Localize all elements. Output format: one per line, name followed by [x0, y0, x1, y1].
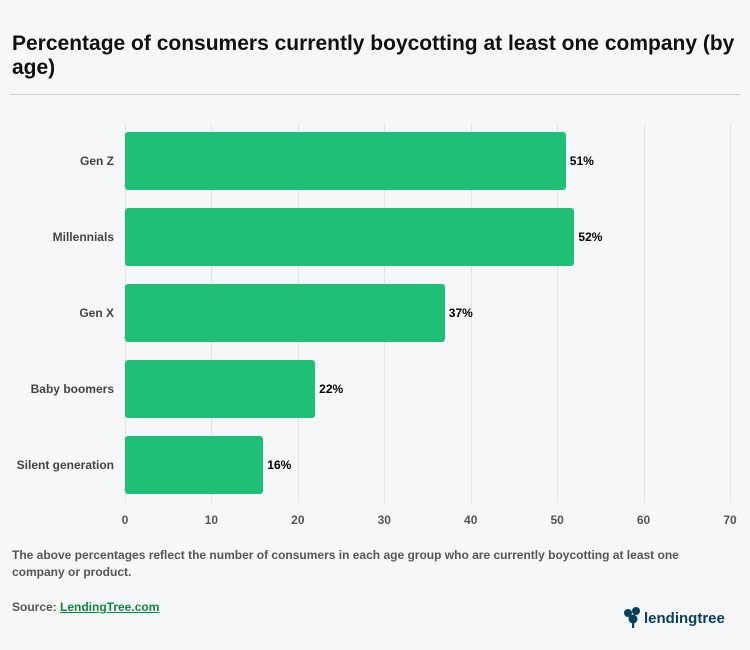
bar: [125, 360, 315, 418]
x-axis-label: 70: [723, 513, 736, 527]
bar-row: 22%: [125, 360, 730, 418]
x-axis-label: 30: [378, 513, 391, 527]
y-axis-label: Silent generation: [10, 458, 120, 472]
brand-logo: lendingtree: [622, 605, 732, 636]
x-axis-label: 50: [550, 513, 563, 527]
x-axis-label: 10: [205, 513, 218, 527]
chart-title: Percentage of consumers currently boycot…: [12, 32, 740, 80]
bar: [125, 132, 566, 190]
y-axis-label: Gen X: [10, 306, 120, 320]
y-axis-label: Baby boomers: [10, 382, 120, 396]
bar-value-label: 22%: [319, 382, 343, 396]
x-axis-label: 0: [122, 513, 129, 527]
bar: [125, 436, 263, 494]
bar-value-label: 37%: [449, 306, 473, 320]
bar-value-label: 16%: [267, 458, 291, 472]
x-axis-label: 40: [464, 513, 477, 527]
gridline: [730, 123, 731, 503]
source-link[interactable]: LendingTree.com: [60, 600, 159, 614]
bar-row: 37%: [125, 284, 730, 342]
bar: [125, 208, 574, 266]
title-divider: [10, 94, 740, 95]
logo-text: lendingtree: [644, 610, 725, 627]
chart-caption: The above percentages reflect the number…: [12, 547, 732, 582]
bar: [125, 284, 445, 342]
bar-value-label: 51%: [570, 154, 594, 168]
bar-row: 51%: [125, 132, 730, 190]
source-prefix: Source:: [12, 600, 60, 614]
x-axis-label: 20: [291, 513, 304, 527]
bar-row: 52%: [125, 208, 730, 266]
bar-row: 16%: [125, 436, 730, 494]
x-axis-label: 60: [637, 513, 650, 527]
bar-value-label: 52%: [578, 230, 602, 244]
y-axis-label: Millennials: [10, 230, 120, 244]
y-axis-label: Gen Z: [10, 154, 120, 168]
bar-chart: Gen Z Millennials Gen X Baby boomers Silent …: [10, 113, 740, 533]
